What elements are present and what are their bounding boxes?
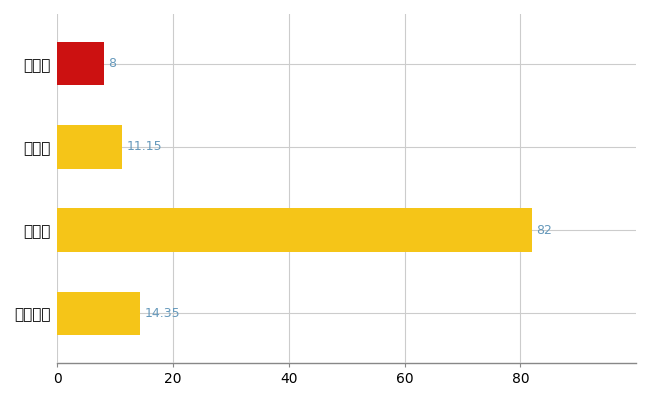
- Text: 14.35: 14.35: [145, 307, 181, 320]
- Bar: [57, 125, 122, 168]
- Text: 8: 8: [109, 57, 116, 70]
- Bar: [57, 42, 103, 85]
- Text: 11.15: 11.15: [127, 140, 162, 154]
- Bar: [57, 292, 140, 335]
- Text: 82: 82: [536, 224, 552, 236]
- Bar: [57, 208, 532, 252]
